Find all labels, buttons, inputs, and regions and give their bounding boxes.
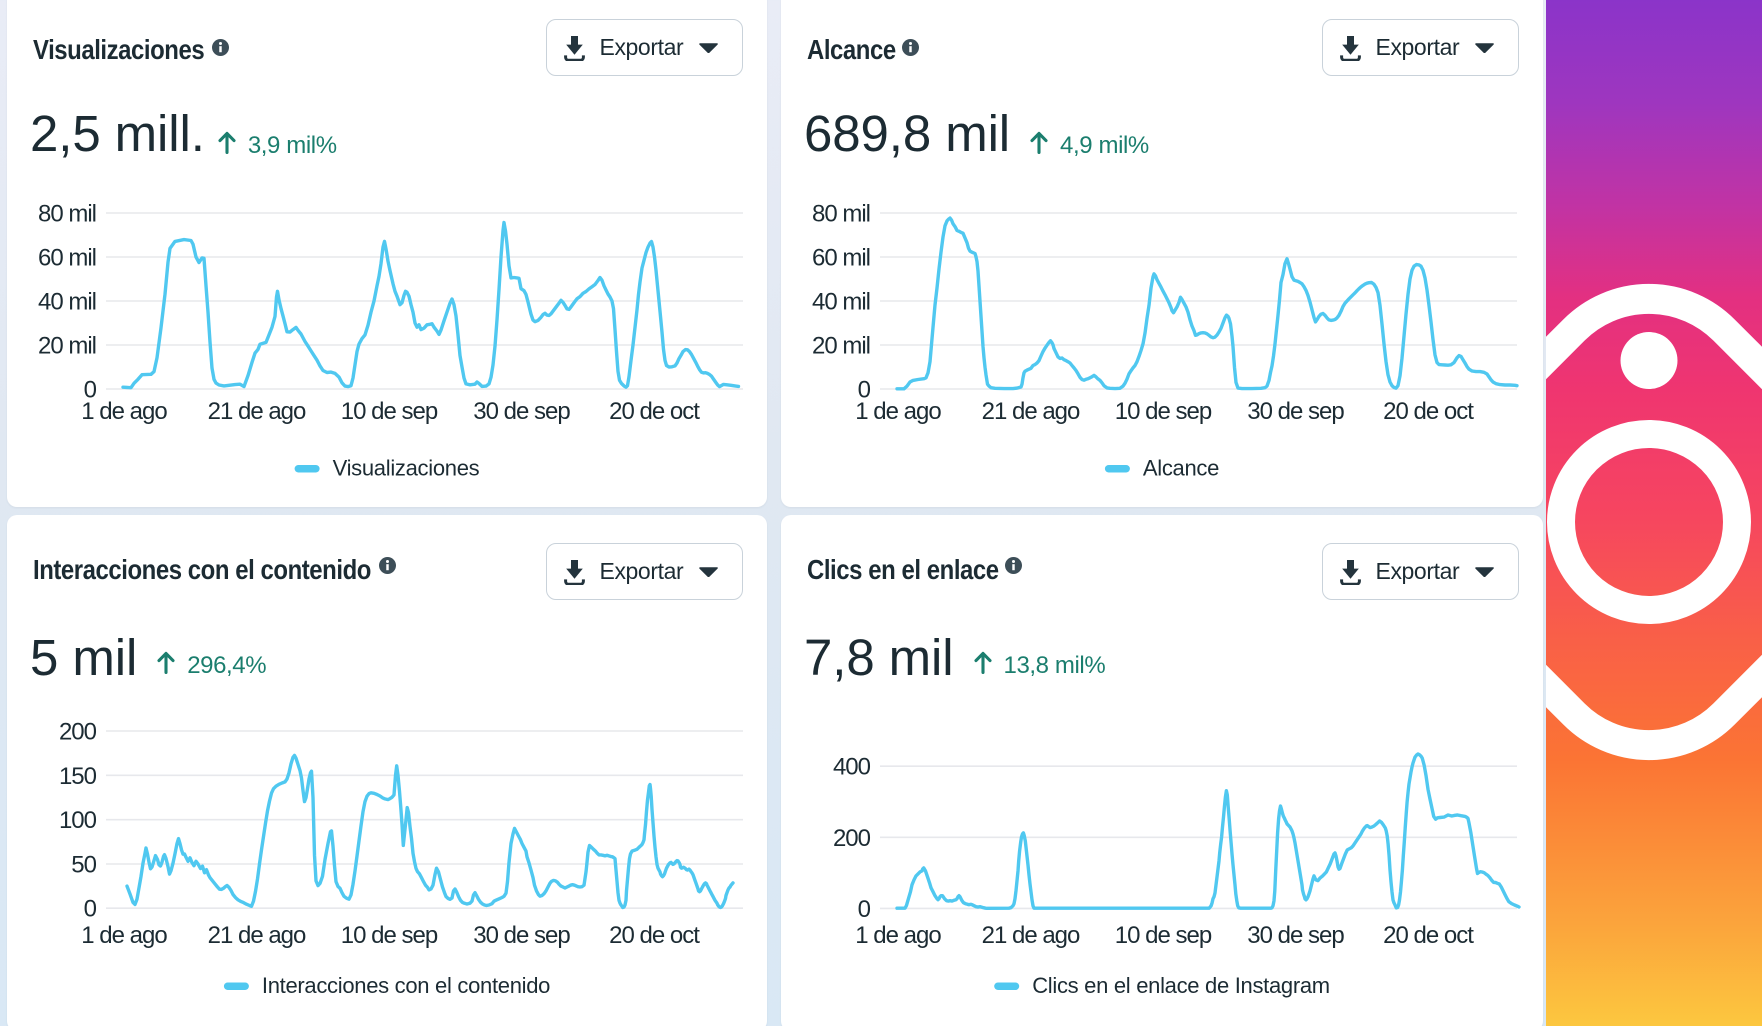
svg-text:10 de sep: 10 de sep [1115, 922, 1212, 949]
svg-text:60 mil: 60 mil [38, 245, 96, 272]
svg-text:40 mil: 40 mil [38, 289, 96, 316]
svg-text:Interacciones con el contenido: Interacciones con el contenido [262, 973, 550, 998]
svg-text:400: 400 [833, 754, 871, 781]
svg-text:100: 100 [59, 807, 97, 834]
svg-text:Clics en el enlace de Instagra: Clics en el enlace de Instagram [1032, 973, 1330, 998]
svg-text:0: 0 [84, 377, 97, 404]
svg-text:10 de sep: 10 de sep [341, 398, 438, 425]
svg-text:0: 0 [858, 896, 871, 923]
svg-text:20 mil: 20 mil [38, 333, 96, 360]
svg-text:30 de sep: 30 de sep [473, 398, 570, 425]
svg-text:21 de ago: 21 de ago [208, 398, 306, 425]
svg-text:20 de oct: 20 de oct [1383, 398, 1474, 425]
svg-text:21 de ago: 21 de ago [208, 922, 306, 949]
svg-text:1 de ago: 1 de ago [855, 922, 941, 949]
svg-text:Alcance: Alcance [1143, 456, 1219, 481]
svg-text:150: 150 [59, 763, 97, 790]
svg-text:60 mil: 60 mil [812, 245, 870, 272]
svg-text:1 de ago: 1 de ago [81, 922, 167, 949]
svg-text:21 de ago: 21 de ago [982, 398, 1080, 425]
svg-text:40 mil: 40 mil [812, 289, 870, 316]
svg-text:200: 200 [833, 825, 871, 852]
svg-text:30 de sep: 30 de sep [1247, 922, 1344, 949]
svg-text:20 de oct: 20 de oct [1383, 922, 1474, 949]
svg-text:80 mil: 80 mil [812, 201, 870, 228]
svg-text:30 de sep: 30 de sep [1247, 398, 1344, 425]
svg-text:20 de oct: 20 de oct [609, 922, 700, 949]
svg-text:200: 200 [59, 719, 97, 746]
svg-text:1 de ago: 1 de ago [81, 398, 167, 425]
svg-text:Visualizaciones: Visualizaciones [333, 456, 480, 481]
svg-text:30 de sep: 30 de sep [473, 922, 570, 949]
svg-text:21 de ago: 21 de ago [982, 922, 1080, 949]
svg-text:1 de ago: 1 de ago [855, 398, 941, 425]
svg-text:0: 0 [858, 377, 871, 404]
svg-text:0: 0 [84, 896, 97, 923]
svg-text:10 de sep: 10 de sep [1115, 398, 1212, 425]
svg-text:10 de sep: 10 de sep [341, 922, 438, 949]
svg-text:20 mil: 20 mil [812, 333, 870, 360]
svg-text:80 mil: 80 mil [38, 201, 96, 228]
svg-text:50: 50 [71, 852, 96, 879]
svg-text:20 de oct: 20 de oct [609, 398, 700, 425]
